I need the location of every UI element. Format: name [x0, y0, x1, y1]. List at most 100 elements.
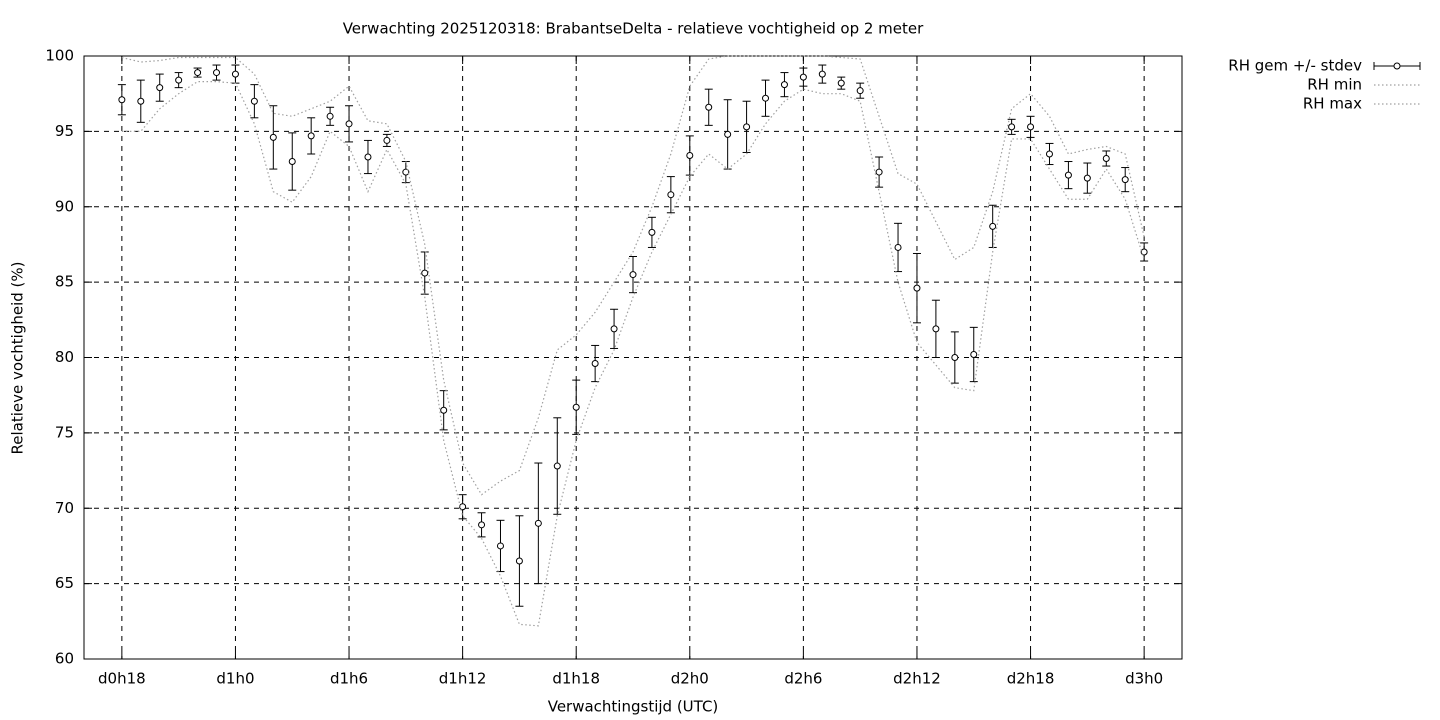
point [175, 76, 183, 84]
point [1064, 171, 1072, 179]
x-tick-label: d1h18 [552, 670, 600, 688]
error-bar [780, 72, 789, 98]
x-tick-label: d2h12 [893, 670, 941, 688]
y-axis-label: Relatieve vochtigheid (%) [9, 261, 27, 454]
point [762, 94, 770, 102]
y-tick-label: 70 [55, 499, 74, 517]
point [288, 158, 296, 166]
legend-label: RH gem +/- stdev [1228, 57, 1362, 75]
point [705, 103, 713, 111]
error-bar [969, 326, 978, 383]
error-bar [837, 76, 846, 90]
x-tick-label: d2h18 [1007, 670, 1055, 688]
error-bar [363, 139, 372, 175]
point [553, 462, 561, 470]
y-tick-label: 95 [55, 122, 74, 140]
point [364, 153, 372, 161]
point [326, 112, 334, 120]
x-tick-label: d3h0 [1125, 670, 1163, 688]
error-bar [534, 462, 543, 585]
error-bar [723, 99, 732, 170]
point [231, 70, 239, 78]
point [648, 228, 656, 236]
error-bar [212, 64, 221, 81]
series-line [121, 55, 1145, 496]
point [875, 168, 883, 176]
error-bar [326, 106, 335, 126]
point [743, 123, 751, 131]
point [667, 191, 675, 199]
point [818, 70, 826, 78]
error-bar [250, 84, 259, 119]
point [1083, 174, 1091, 182]
error-bar [629, 255, 637, 294]
x-axis-label: Verwachtingstijd (UTC) [548, 698, 719, 716]
series-line [121, 81, 1145, 627]
point [1008, 123, 1016, 131]
error-bar [345, 105, 354, 143]
error-bar [269, 105, 278, 170]
x-tick-label: d1h12 [439, 670, 487, 688]
error-bar [1026, 115, 1035, 138]
error-bar [818, 64, 827, 84]
error-bar [704, 88, 713, 126]
point [459, 503, 467, 511]
legend-label: RH max [1303, 95, 1362, 113]
error-bar [174, 72, 183, 89]
x-tick-label: d0h18 [98, 670, 146, 688]
error-bar [496, 519, 505, 573]
point [307, 132, 315, 140]
point [894, 243, 902, 251]
point [345, 120, 353, 128]
point [1027, 123, 1035, 131]
y-tick-label: 60 [55, 650, 74, 668]
chart-title: Verwachting 2025120318: BrabantseDelta -… [343, 20, 924, 38]
error-bar [647, 216, 656, 248]
point [383, 136, 391, 144]
point [799, 73, 807, 81]
point [440, 406, 448, 414]
point [534, 519, 542, 527]
error-bar [666, 176, 675, 214]
error-bar [288, 132, 297, 191]
error-bar [685, 135, 694, 176]
point [478, 521, 486, 529]
error-bar [1007, 118, 1016, 135]
error-bar [420, 251, 429, 295]
point [591, 360, 599, 368]
legend-label: RH min [1307, 76, 1362, 94]
point [269, 133, 277, 141]
y-tick-label: 75 [55, 423, 74, 441]
point [913, 284, 921, 292]
y-tick-label: 100 [45, 47, 74, 65]
y-tick-label: 65 [55, 574, 74, 592]
error-bar [1121, 167, 1130, 193]
point [780, 81, 788, 89]
error-bar [515, 515, 524, 607]
error-bar [988, 204, 997, 248]
y-tick-label: 90 [55, 197, 74, 215]
point [989, 222, 997, 230]
error-bar [553, 417, 562, 515]
point [572, 403, 580, 411]
error-bar [875, 156, 884, 188]
point [629, 271, 637, 279]
point [496, 542, 504, 550]
point [856, 87, 864, 95]
error-bar [894, 222, 903, 273]
legend-sample [1393, 62, 1401, 70]
point [970, 350, 978, 358]
point [118, 96, 126, 104]
error-bar [382, 133, 391, 147]
error-bar [931, 299, 940, 358]
point [156, 84, 164, 92]
point [1102, 155, 1110, 163]
error-bar [591, 344, 600, 383]
x-tick-label: d1h0 [216, 670, 254, 688]
error-bar [155, 73, 164, 102]
point [194, 69, 202, 77]
point [515, 557, 523, 565]
point [250, 97, 258, 105]
error-bar [1102, 150, 1111, 167]
